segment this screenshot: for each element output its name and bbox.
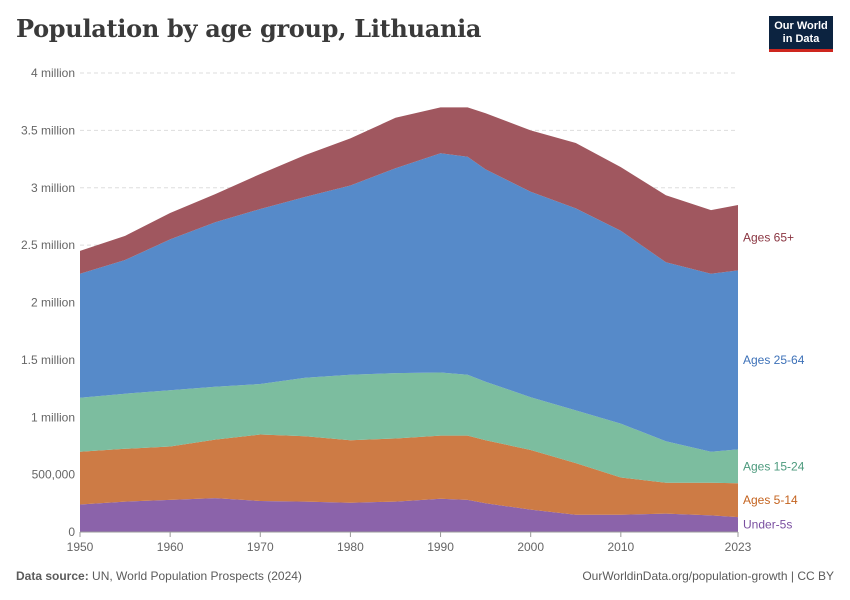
series-labels: Under-5s Ages 5-14 Ages 15-24 Ages 25-64 Age…	[743, 231, 805, 532]
x-tick-label: 1970	[247, 540, 274, 554]
y-tick-label: 4 million	[31, 66, 75, 80]
x-tick-label: 2000	[517, 540, 544, 554]
stacked-areas	[80, 107, 738, 532]
series-label-ages-15-24: Ages 15-24	[743, 459, 805, 473]
x-tick-label: 1990	[427, 540, 454, 554]
data-source: Data source: UN, World Population Prospe…	[16, 569, 302, 583]
x-axis: 1950 1960 1970 1980 1990 2000 2010 2023	[67, 531, 752, 554]
series-label-ages-5-14: Ages 5-14	[743, 493, 798, 507]
y-tick-label: 2.5 million	[21, 238, 75, 252]
area-ages-15-24	[80, 372, 738, 484]
area-ages-65-	[80, 107, 738, 274]
data-source-text[interactable]: UN, World Population Prospects (2024)	[92, 569, 302, 583]
series-label-ages-25-64: Ages 25-64	[743, 353, 805, 367]
area-ages-5-14	[80, 434, 738, 518]
x-tick-label: 1960	[157, 540, 184, 554]
owid-logo[interactable]: Our World in Data	[769, 16, 833, 52]
x-tick-label: 2010	[607, 540, 634, 554]
y-tick-label: 3.5 million	[21, 123, 75, 137]
area-under-5s	[80, 498, 738, 532]
logo-line-2: in Data	[782, 33, 820, 45]
y-tick-label: 500,000	[32, 468, 76, 482]
chart-title: Population by age group, Lithuania	[16, 14, 482, 43]
y-tick-label: 2 million	[31, 296, 75, 310]
y-tick-label: 1.5 million	[21, 353, 75, 367]
series-label-ages-65-: Ages 65+	[743, 231, 794, 245]
attribution-link[interactable]: OurWorldinData.org/population-growth | C…	[582, 569, 834, 583]
data-source-label: Data source:	[16, 569, 89, 583]
logo-line-1: Our World	[774, 20, 828, 32]
x-tick-label: 2023	[725, 540, 752, 554]
y-tick-label: 1 million	[31, 410, 75, 424]
y-axis-ticks: 0 500,000 1 million 1.5 million 2 million 2.5…	[21, 66, 75, 539]
x-tick-label: 1980	[337, 540, 364, 554]
y-tick-label: 3 million	[31, 181, 75, 195]
series-label-under-5s: Under-5s	[743, 518, 792, 532]
x-tick-label: 1950	[67, 540, 94, 554]
y-tick-label: 0	[68, 525, 75, 539]
area-ages-25-64	[80, 153, 738, 452]
